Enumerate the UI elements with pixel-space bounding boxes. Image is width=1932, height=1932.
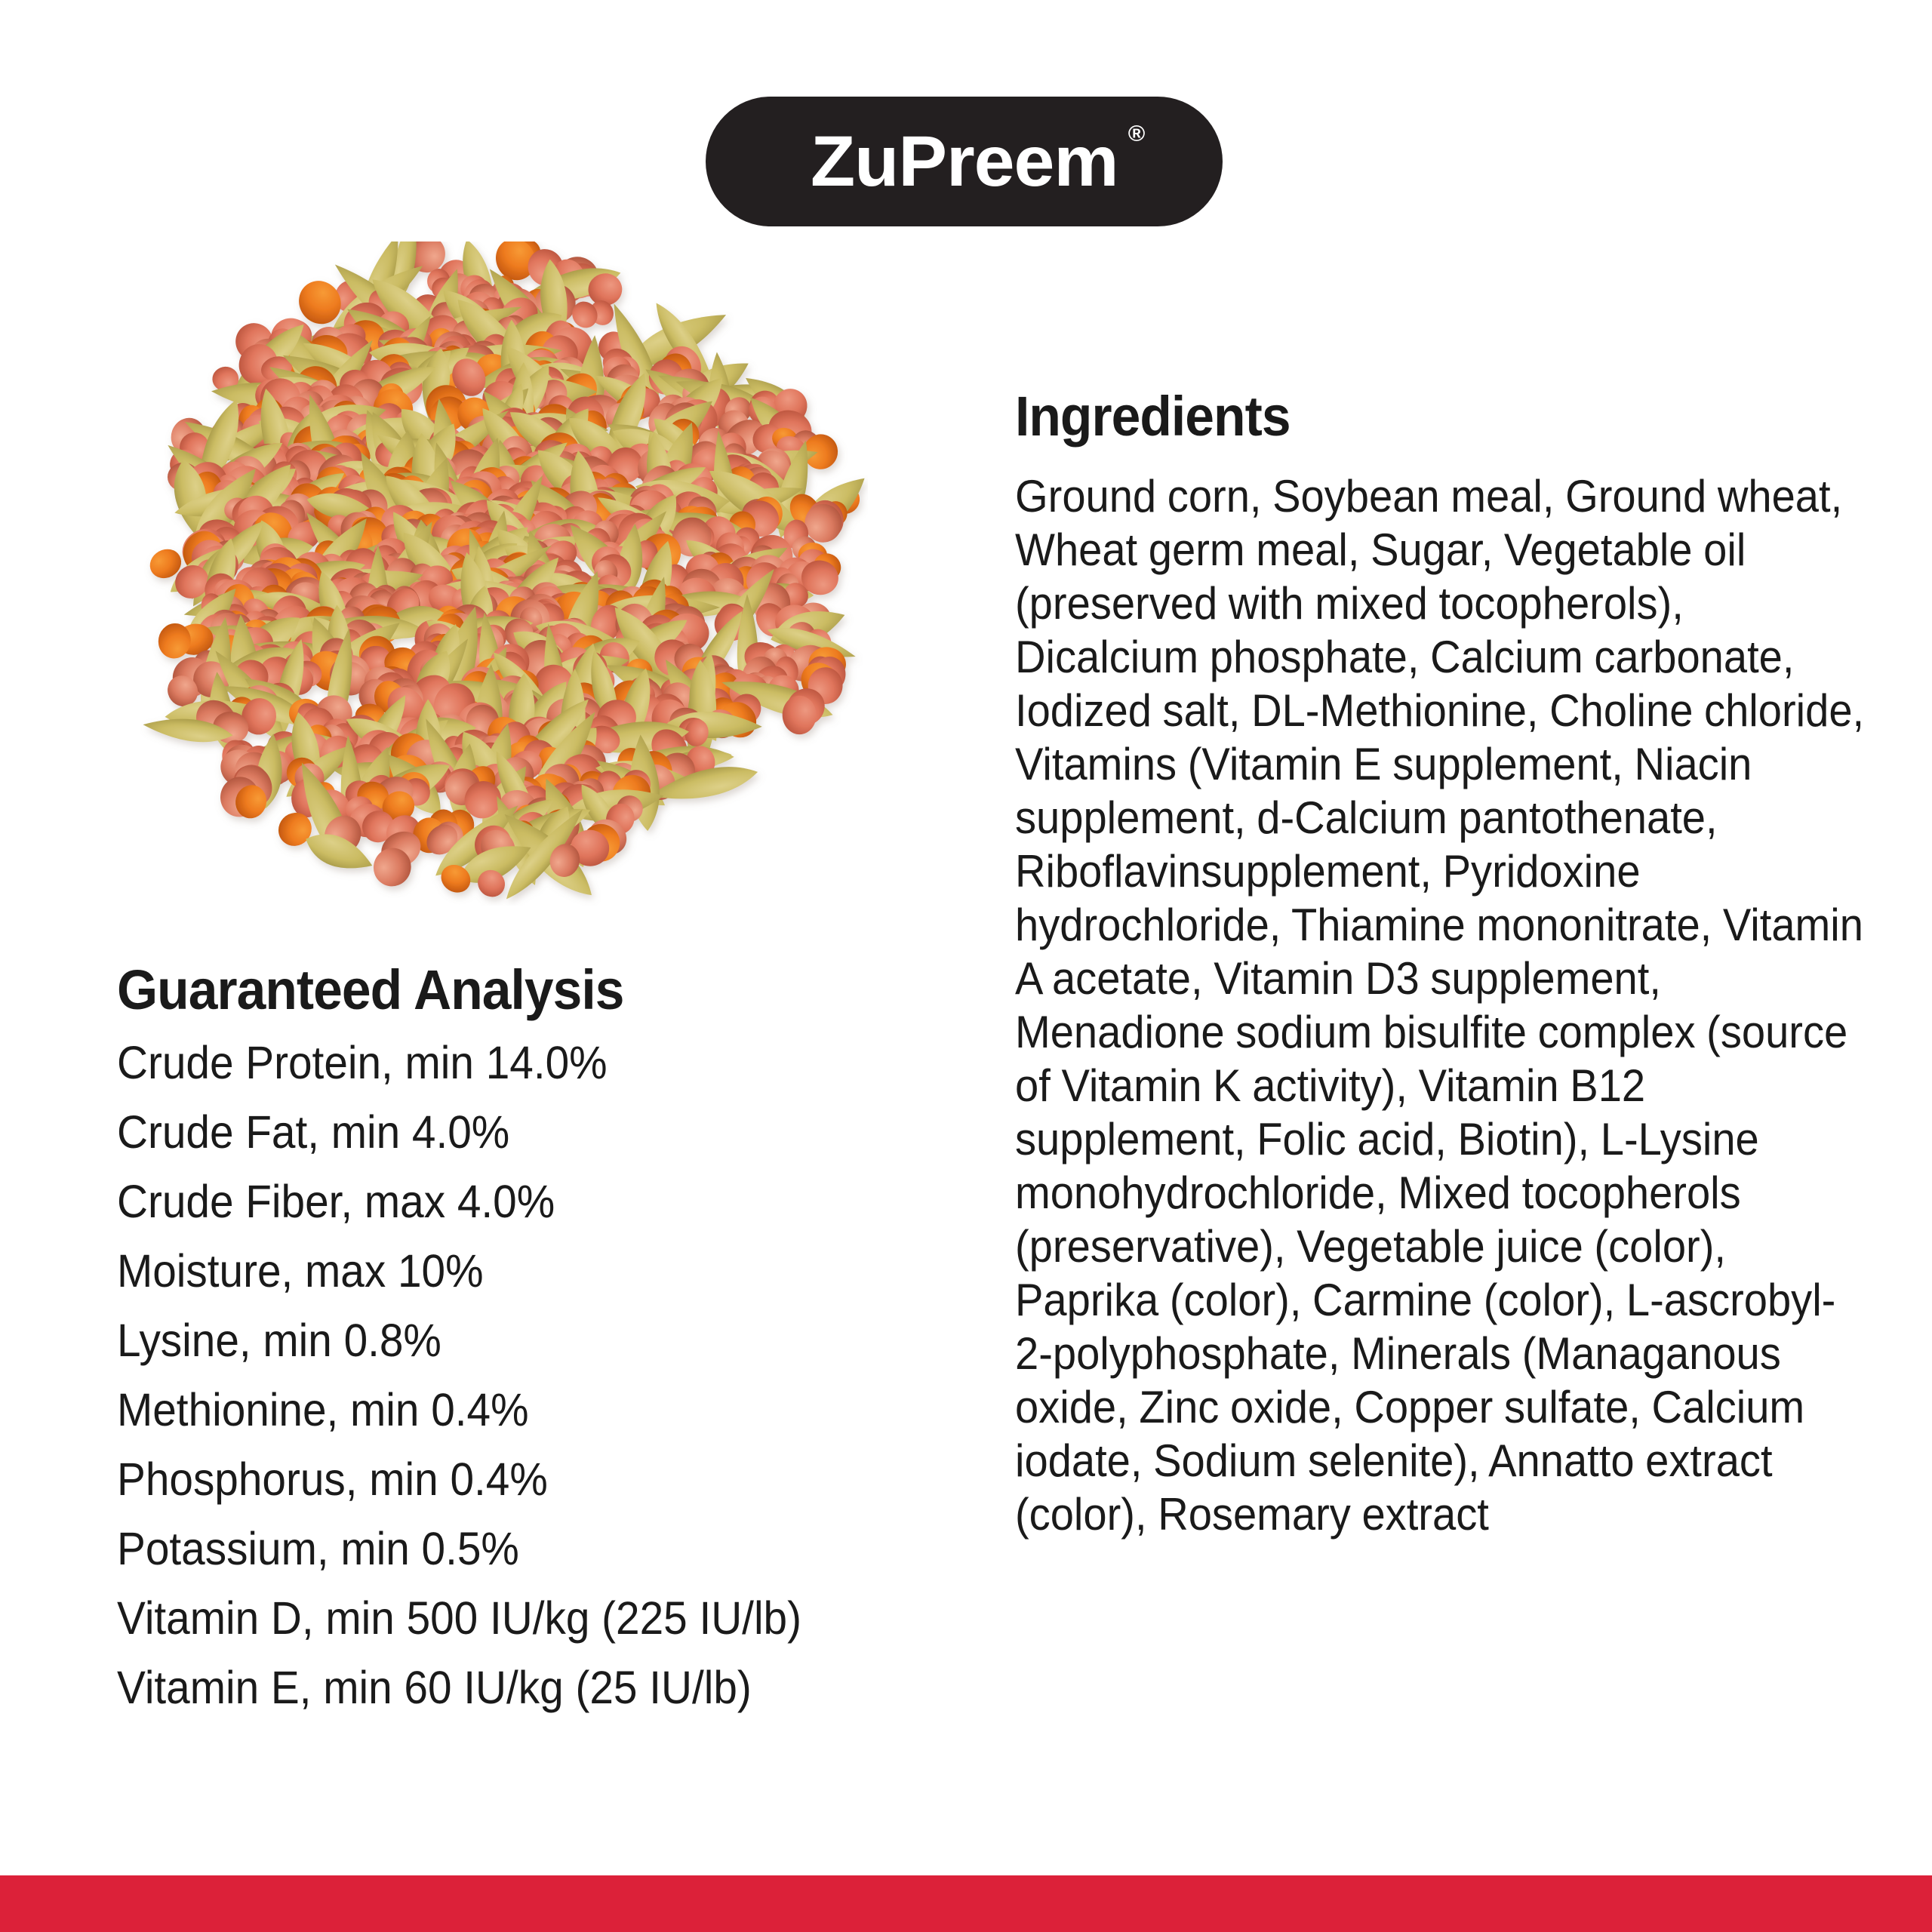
brand-logo: ZuPreem ® xyxy=(706,97,1223,226)
analysis-row: Crude Protein, min 14.0% xyxy=(117,1036,608,1088)
analysis-row: Crude Fat, min 4.0% xyxy=(117,1106,510,1158)
ingredients-section: Ingredients Ground corn, Soybean meal, G… xyxy=(1015,386,1864,1541)
brand-wordmark: ZuPreem ® xyxy=(811,122,1145,198)
ingredients-heading: Ingredients xyxy=(1015,385,1291,448)
analysis-row: Vitamin E, min 60 IU/kg (25 IU/lb) xyxy=(117,1661,752,1713)
guaranteed-analysis-list: Crude Protein, min 14.0% Crude Fat, min … xyxy=(117,1036,962,1713)
brand-name-text: ZuPreem xyxy=(810,121,1119,202)
guaranteed-analysis-heading: Guaranteed Analysis xyxy=(117,958,625,1021)
analysis-row: Crude Fiber, max 4.0% xyxy=(117,1175,555,1227)
guaranteed-analysis-section: Guaranteed Analysis Crude Protein, min 1… xyxy=(117,960,962,1711)
analysis-row: Potassium, min 0.5% xyxy=(117,1522,519,1574)
bird-food-pellet-pile-image xyxy=(113,242,868,906)
analysis-row: Phosphorus, min 0.4% xyxy=(117,1453,548,1505)
registered-trademark-icon: ® xyxy=(1128,121,1145,146)
analysis-row: Methionine, min 0.4% xyxy=(117,1383,529,1435)
analysis-row: Lysine, min 0.8% xyxy=(117,1314,441,1366)
ingredients-body-text: Ground corn, Soybean meal, Ground wheat,… xyxy=(1015,470,1865,1540)
analysis-row: Moisture, max 10% xyxy=(117,1244,484,1297)
bottom-accent-bar xyxy=(0,1875,1932,1932)
analysis-row: Vitamin D, min 500 IU/kg (225 IU/lb) xyxy=(117,1592,801,1644)
